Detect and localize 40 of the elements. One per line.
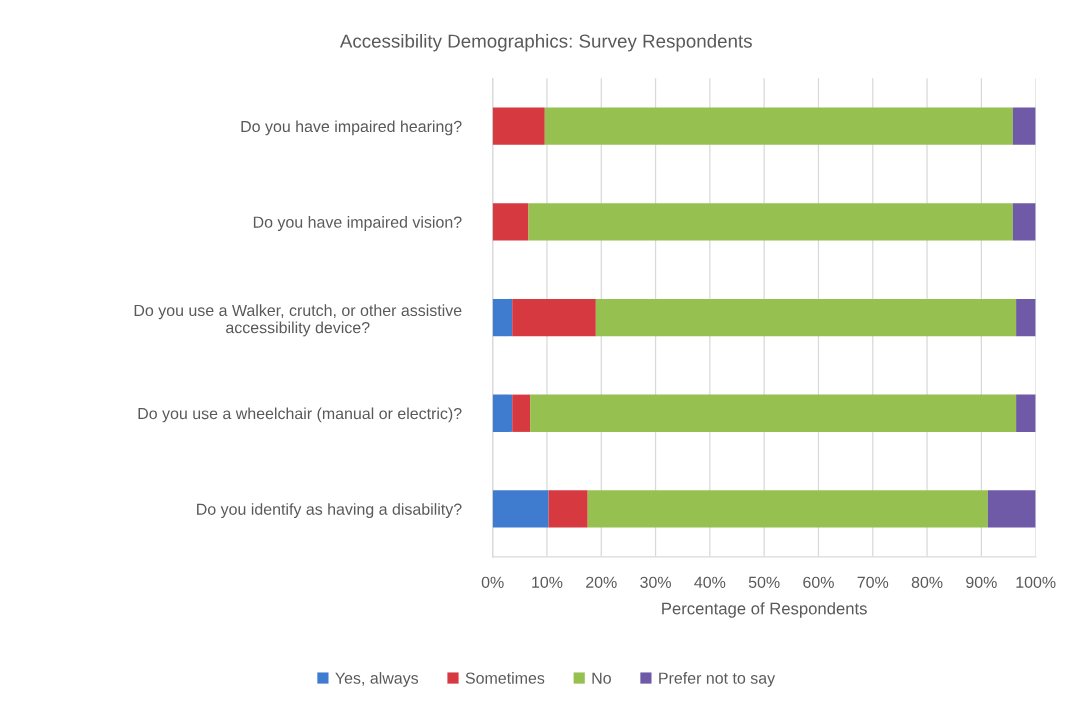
- x-tick-label: 90%: [966, 576, 997, 588]
- bar: [492, 394, 513, 432]
- x-tick-label: 60%: [803, 576, 834, 588]
- x-tick-label: 50%: [748, 576, 780, 588]
- bar: [512, 394, 531, 432]
- x-tick-label: 10%: [532, 576, 563, 588]
- x-tick-label: 0%: [481, 576, 504, 588]
- bar: [987, 490, 1036, 528]
- chart-title: Accessibility Demographics: Survey Respondents: [339, 33, 752, 52]
- y-tick-label: Do you have impaired hearing?: [241, 120, 462, 136]
- legend-label: Sometimes: [465, 672, 545, 684]
- x-tick-label: 40%: [694, 576, 726, 588]
- bar: [1016, 394, 1036, 432]
- bar: [595, 298, 1017, 337]
- legend-label: No: [592, 672, 611, 684]
- bar: [1016, 298, 1036, 337]
- x-tick-label: 70%: [857, 576, 889, 588]
- bar: [1012, 107, 1036, 145]
- x-axis-title: Percentage of Respondents: [662, 602, 867, 618]
- legend-label: Prefer not to say: [659, 672, 776, 687]
- bar: [512, 298, 596, 337]
- legend-label: Yes, always: [335, 672, 419, 687]
- x-tick-label: 100%: [1016, 576, 1056, 588]
- bar: [492, 298, 513, 337]
- bar: [492, 203, 529, 241]
- bar: [492, 490, 549, 528]
- x-tick-label: 30%: [640, 576, 671, 588]
- bar: [492, 107, 545, 145]
- x-tick-label: 80%: [911, 576, 943, 588]
- bar: [1012, 203, 1036, 241]
- y-tick-label: Do you use a Walker, crutch, or other assistive accessibility device?: [134, 304, 462, 337]
- y-tick-label: Do you use a wheelchair (manual or electric)?: [138, 407, 462, 423]
- bar: [530, 394, 1017, 432]
- bar: [548, 490, 588, 528]
- x-tick-label: 20%: [586, 576, 617, 588]
- y-tick-label: Do you have impaired vision?: [253, 216, 462, 231]
- bar: [587, 490, 988, 528]
- bar: [544, 107, 1013, 145]
- bar: [528, 203, 1013, 241]
- y-tick-label: Do you identify as having a disability?: [197, 503, 462, 519]
